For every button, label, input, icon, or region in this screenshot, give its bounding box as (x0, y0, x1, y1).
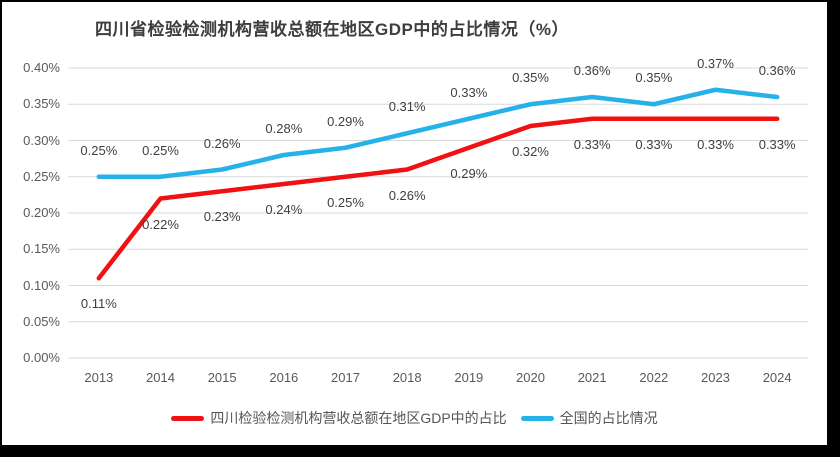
y-axis-tick-label: 0.20% (23, 205, 60, 220)
data-label-national: 0.25% (142, 142, 179, 158)
x-axis-tick-label: 2018 (392, 370, 422, 385)
data-label-sichuan: 0.26% (388, 187, 426, 203)
y-axis-tick-label: 0.35% (23, 96, 60, 112)
data-label-national: 0.26% (203, 135, 241, 151)
data-label-national: 0.25% (80, 142, 118, 158)
data-label-sichuan: 0.24% (265, 202, 303, 217)
data-label-national: 0.36% (758, 63, 796, 78)
x-axis-tick-label: 2021 (577, 370, 607, 385)
data-label-sichuan: 0.33% (573, 136, 611, 152)
x-axis-tick-label: 2023 (701, 370, 730, 385)
data-label-national: 0.35% (512, 70, 549, 86)
legend-item-national: 全国的占比情况 (520, 408, 658, 428)
x-axis-tick-label: 2017 (331, 370, 360, 385)
data-label-national: 0.35% (635, 70, 673, 86)
y-axis-tick-label: 0.25% (23, 168, 60, 184)
chart-title: 四川省检验检测机构营收总额在地区GDP中的占比情况（%） (95, 20, 569, 39)
x-axis-tick-label: 2022 (639, 370, 669, 385)
x-axis-tick-label: 2024 (762, 370, 792, 385)
data-label-national: 0.36% (573, 63, 611, 78)
data-label-sichuan: 0.33% (635, 136, 673, 152)
data-label-national: 0.29% (327, 113, 364, 129)
data-label-national: 0.37% (697, 55, 734, 71)
y-axis-tick-label: 0.10% (23, 277, 60, 293)
x-axis-tick-label: 2014 (146, 370, 175, 385)
series-line-0 (96, 116, 780, 281)
plot-area (68, 67, 808, 359)
data-label-sichuan: 0.33% (697, 136, 734, 152)
y-axis-tick-label: 0.15% (23, 241, 60, 257)
legend-swatch-red-line (171, 415, 205, 421)
x-axis-tick-label: 2016 (269, 370, 299, 385)
series-line-1 (96, 87, 780, 179)
y-axis-tick-label: 0.30% (23, 132, 60, 148)
legend-item-sichuan: 四川检验检测机构营收总额在地区GDP中的占比 (171, 408, 507, 428)
data-label-national: 0.33% (450, 84, 488, 100)
data-label-national: 0.31% (388, 99, 426, 115)
x-axis-tick-label: 2015 (207, 370, 237, 385)
data-label-sichuan: 0.22% (142, 216, 179, 232)
data-label-national: 0.28% (265, 121, 303, 136)
legend-swatch-blue-line (520, 415, 554, 421)
legend-label-national: 全国的占比情况 (559, 410, 658, 426)
x-axis-tick-label: 2013 (84, 370, 114, 385)
data-label-sichuan: 0.33% (758, 136, 796, 152)
data-label-sichuan: 0.23% (203, 209, 241, 225)
data-label-sichuan: 0.29% (450, 165, 488, 181)
y-axis-tick-label: 0.05% (23, 313, 60, 329)
data-label-sichuan: 0.11% (80, 296, 117, 312)
data-label-sichuan: 0.32% (512, 144, 549, 159)
x-axis-tick-label: 2020 (516, 370, 545, 385)
chart-legend: 四川检验检测机构营收总额在地区GDP中的占比 全国的占比情况 (2, 408, 827, 428)
y-axis-tick-label: 0.40% (23, 60, 60, 75)
chart-surface: 四川省检验检测机构营收总额在地区GDP中的占比情况（%） 0.00% 0.05% 0… (2, 2, 827, 445)
y-axis-tick-label: 0.00% (23, 350, 60, 365)
data-label-sichuan: 0.25% (327, 194, 364, 210)
legend-label-sichuan: 四川检验检测机构营收总额在地区GDP中的占比 (210, 410, 507, 426)
x-axis-tick-label: 2019 (454, 370, 484, 385)
